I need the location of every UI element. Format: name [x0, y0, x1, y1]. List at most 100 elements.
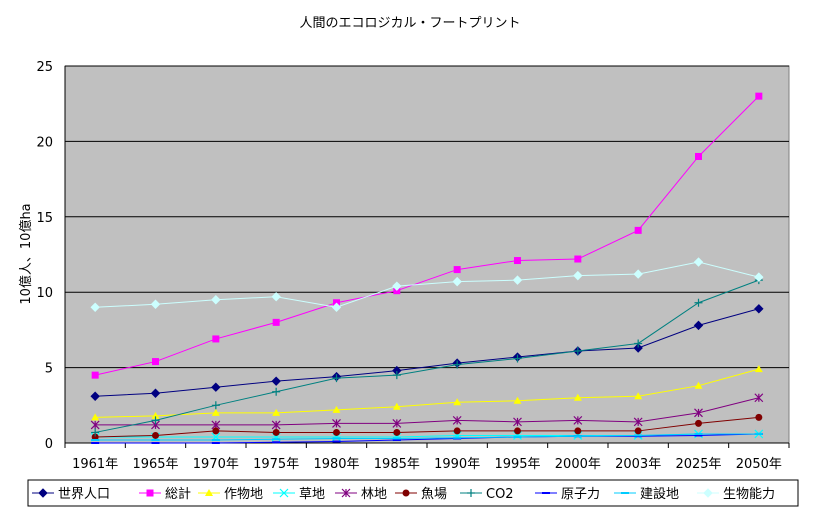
data-point: [332, 405, 341, 413]
legend-marker: [467, 489, 475, 497]
series-6: [91, 413, 763, 441]
legend-label: 建設地: [640, 486, 679, 502]
data-point: [272, 318, 280, 326]
y-tick-label: 25: [36, 60, 53, 75]
data-point: [271, 292, 281, 302]
data-point: [211, 295, 221, 305]
series-line: [95, 95, 760, 376]
data-point: [392, 281, 402, 291]
legend-item: 建設地: [614, 486, 679, 502]
legend-label: 総計: [165, 486, 191, 502]
series-line: [95, 308, 759, 397]
y-tick-label: 10: [36, 286, 53, 301]
series-line: [95, 397, 759, 426]
legend-label: 生物能力: [723, 487, 775, 502]
data-point: [514, 257, 521, 265]
data-point: [633, 269, 643, 279]
series-line: [95, 368, 759, 418]
data-point: [212, 427, 220, 435]
x-tick-label: 1995年: [494, 457, 540, 472]
legend-item: 総計: [139, 486, 191, 502]
data-point: [513, 354, 522, 363]
data-point: [512, 275, 523, 285]
legend-item: 世界人口: [32, 487, 110, 502]
data-point: [694, 298, 703, 307]
series-line: [95, 433, 759, 444]
data-point: [150, 388, 161, 398]
legend-item: 林地: [335, 487, 387, 502]
data-point: [333, 428, 340, 436]
data-point: [332, 418, 341, 428]
chart-title: 人間のエコロジカル・フートプリント: [299, 16, 520, 31]
data-point: [90, 391, 100, 401]
data-point: [272, 428, 280, 436]
data-point: [754, 393, 764, 403]
legend-marker: [703, 488, 713, 498]
data-point: [452, 276, 462, 287]
data-point: [331, 302, 342, 312]
legend-item: 生物能力: [697, 487, 775, 502]
legend-marker: [279, 488, 289, 498]
data-point: [755, 413, 763, 421]
data-point: [90, 420, 100, 430]
legend-label: 世界人口: [58, 487, 110, 502]
data-point: [634, 339, 643, 348]
x-tick-label: 2025年: [675, 457, 721, 472]
legend-label: 林地: [361, 487, 387, 502]
plot-area: 0 5 10 15 20 25 1961年 1965年 1970年 1975年 1980年 1985年…: [36, 60, 790, 472]
legend-marker: [205, 489, 213, 496]
legend-item: 草地: [273, 487, 325, 502]
legend-label: 作物地: [224, 487, 263, 502]
series-3: [91, 365, 763, 421]
data-point: [211, 408, 220, 416]
series-5: [90, 393, 764, 430]
data-point: [513, 396, 522, 404]
series-line: [95, 279, 760, 433]
data-point: [91, 413, 100, 421]
data-point: [694, 408, 703, 418]
legend-marker: [38, 488, 48, 498]
data-point: [392, 371, 401, 380]
data-point: [212, 335, 220, 343]
y-axis-label: 10億人、10億ha: [18, 203, 34, 304]
legend-marker: [402, 489, 410, 497]
data-point: [91, 428, 100, 437]
data-point: [271, 376, 281, 386]
data-point: [755, 92, 763, 100]
data-point: [453, 266, 461, 274]
legend-label: 原子力: [561, 487, 600, 502]
data-point: [393, 428, 401, 436]
x-tick-label: 1980年: [313, 457, 359, 472]
data-point: [693, 257, 704, 267]
data-point: [152, 358, 159, 366]
data-point: [453, 427, 461, 435]
data-point: [453, 398, 462, 406]
data-point: [152, 431, 159, 439]
x-tick-label: 1975年: [253, 457, 299, 472]
data-point: [573, 270, 583, 281]
data-point: [634, 427, 642, 435]
data-point: [211, 401, 220, 410]
data-point: [574, 427, 582, 435]
data-point: [695, 419, 702, 427]
data-point: [332, 374, 341, 383]
y-tick-label: 5: [45, 362, 53, 377]
data-point: [151, 411, 160, 419]
legend-item: 作物地: [198, 487, 263, 502]
x-tick-label: 2050年: [736, 457, 782, 472]
series-line: [95, 261, 759, 308]
data-point: [271, 420, 281, 430]
legend-label: 草地: [299, 487, 325, 502]
data-point: [634, 226, 642, 234]
data-point: [573, 347, 582, 356]
data-point: [272, 408, 281, 416]
data-point: [392, 402, 401, 410]
data-point: [272, 387, 281, 396]
data-point: [573, 415, 583, 425]
data-point: [392, 418, 402, 428]
legend-item: 原子力: [535, 487, 600, 502]
data-point: [514, 427, 521, 435]
y-tick-label: 15: [36, 211, 53, 226]
